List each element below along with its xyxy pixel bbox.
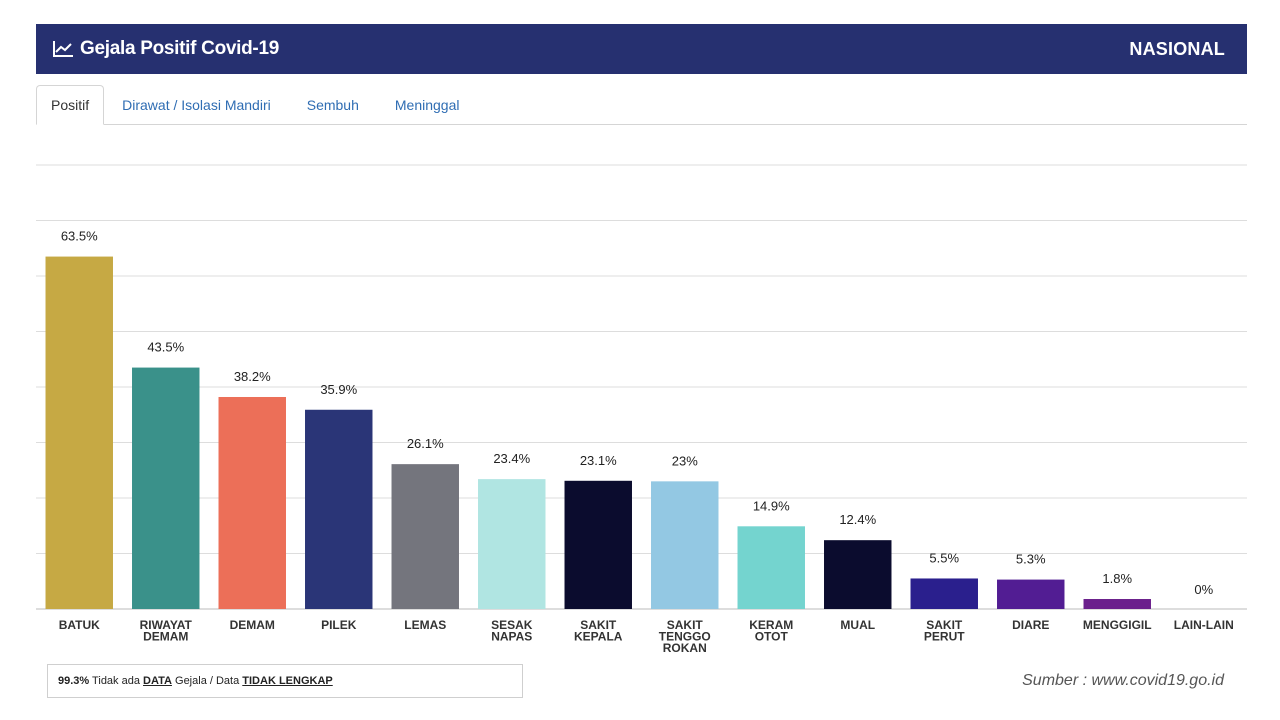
- bar-sakit-tenggo-rokan[interactable]: [651, 481, 719, 609]
- bar-diare[interactable]: [997, 579, 1065, 609]
- value-label: 35.9%: [320, 382, 357, 397]
- bar-demam[interactable]: [218, 396, 286, 609]
- value-label: 23.4%: [493, 451, 530, 466]
- category-label: DEMAM: [143, 630, 188, 644]
- value-label: 63.5%: [61, 229, 98, 244]
- category-label: BATUK: [59, 618, 100, 632]
- category-label: DEMAM: [230, 618, 275, 632]
- line-chart-icon: [53, 41, 73, 57]
- header-title: Gejala Positif Covid-19: [80, 38, 279, 59]
- value-label: 38.2%: [234, 369, 271, 384]
- category-label: NAPAS: [491, 630, 532, 644]
- category-label: SAKIT: [667, 618, 704, 632]
- category-label: KEPALA: [574, 630, 623, 644]
- chart-header: Gejala Positif Covid-19 NASIONAL: [36, 24, 1247, 74]
- value-label: 23%: [672, 453, 698, 468]
- value-label: 26.1%: [407, 436, 444, 451]
- bar-mual[interactable]: [824, 540, 892, 609]
- category-label: TENGGO: [659, 630, 711, 644]
- value-label: 43.5%: [147, 340, 184, 355]
- bar-pilek[interactable]: [305, 409, 373, 609]
- value-label: 1.8%: [1102, 571, 1132, 586]
- bar-sakit-kepala[interactable]: [564, 480, 632, 609]
- category-label: SAKIT: [926, 618, 963, 632]
- tab-dirawat[interactable]: Dirawat / Isolasi Mandiri: [122, 97, 271, 113]
- value-label: 14.9%: [753, 498, 790, 513]
- category-label: KERAM: [749, 618, 793, 632]
- value-label: 5.3%: [1016, 552, 1046, 567]
- bar-sakit-perut[interactable]: [910, 578, 978, 609]
- footnote-percent: 99.3%: [58, 675, 90, 687]
- value-label: 12.4%: [839, 512, 876, 527]
- footnote-text-1: Tidak ada: [89, 675, 144, 687]
- category-label: LAIN-LAIN: [1174, 618, 1234, 632]
- bar-keram-otot[interactable]: [737, 526, 805, 609]
- footnote-incomplete-link: TIDAK LENGKAP: [242, 675, 333, 687]
- source-credit: Sumber : www.covid19.go.id: [1022, 672, 1224, 689]
- bar-lemas[interactable]: [391, 464, 459, 609]
- value-label: 0%: [1194, 582, 1213, 597]
- category-label: RIWAYAT: [140, 618, 193, 632]
- category-label: DIARE: [1012, 618, 1049, 632]
- bar-batuk[interactable]: [45, 256, 113, 609]
- category-label: OTOT: [755, 630, 789, 644]
- tab-positif[interactable]: Positif: [36, 85, 105, 125]
- category-label: MENGGIGIL: [1083, 618, 1152, 632]
- category-label: MUAL: [840, 618, 875, 632]
- bar-riwayat-demam[interactable]: [132, 367, 200, 609]
- value-label: 23.1%: [580, 453, 617, 468]
- footnote-text-2: Gejala / Data: [171, 675, 243, 687]
- header-title-group: Gejala Positif Covid-19: [52, 38, 279, 60]
- category-label: PILEK: [321, 618, 357, 632]
- tab-meninggal[interactable]: Meninggal: [394, 97, 460, 113]
- category-label: SAKIT: [580, 618, 617, 632]
- bar-sesak-napas[interactable]: [478, 479, 546, 609]
- footnote-data-link: DATA: [143, 675, 172, 687]
- value-label: 5.5%: [929, 550, 959, 565]
- category-label: SESAK: [491, 618, 533, 632]
- region-label: NASIONAL: [1129, 38, 1225, 59]
- data-footnote: 99.3% Tidak ada DATA Gejala / Data TIDAK…: [47, 664, 523, 698]
- category-label: ROKAN: [663, 641, 707, 655]
- tab-sembuh[interactable]: Sembuh: [306, 97, 359, 113]
- category-label: PERUT: [924, 630, 965, 644]
- tab-bar: Positif Dirawat / Isolasi Mandiri Sembuh…: [36, 84, 1247, 125]
- bar-menggigil[interactable]: [1083, 599, 1151, 609]
- category-label: LEMAS: [404, 618, 446, 632]
